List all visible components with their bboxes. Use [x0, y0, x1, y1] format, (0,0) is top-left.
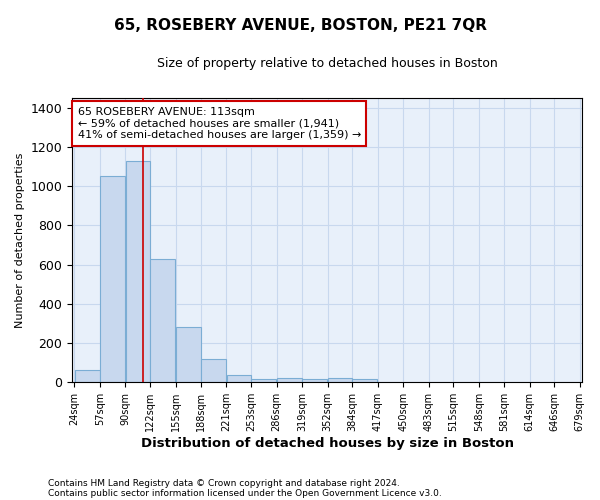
Bar	[328, 378, 352, 382]
Text: Contains public sector information licensed under the Open Government Licence v3: Contains public sector information licen…	[48, 488, 442, 498]
Bar	[150, 259, 175, 382]
Bar	[227, 374, 251, 382]
Bar	[100, 176, 125, 382]
Bar	[201, 359, 226, 382]
Bar	[251, 380, 277, 382]
Bar	[74, 370, 100, 382]
Y-axis label: Number of detached properties: Number of detached properties	[15, 152, 25, 328]
X-axis label: Distribution of detached houses by size in Boston: Distribution of detached houses by size …	[140, 437, 514, 450]
Bar	[352, 380, 377, 382]
Title: Size of property relative to detached houses in Boston: Size of property relative to detached ho…	[157, 58, 497, 70]
Text: Contains HM Land Registry data © Crown copyright and database right 2024.: Contains HM Land Registry data © Crown c…	[48, 478, 400, 488]
Bar	[176, 328, 201, 382]
Bar	[125, 161, 150, 382]
Bar	[277, 378, 302, 382]
Bar	[302, 380, 328, 382]
Text: 65 ROSEBERY AVENUE: 113sqm
← 59% of detached houses are smaller (1,941)
41% of s: 65 ROSEBERY AVENUE: 113sqm ← 59% of deta…	[77, 107, 361, 140]
Text: 65, ROSEBERY AVENUE, BOSTON, PE21 7QR: 65, ROSEBERY AVENUE, BOSTON, PE21 7QR	[113, 18, 487, 32]
